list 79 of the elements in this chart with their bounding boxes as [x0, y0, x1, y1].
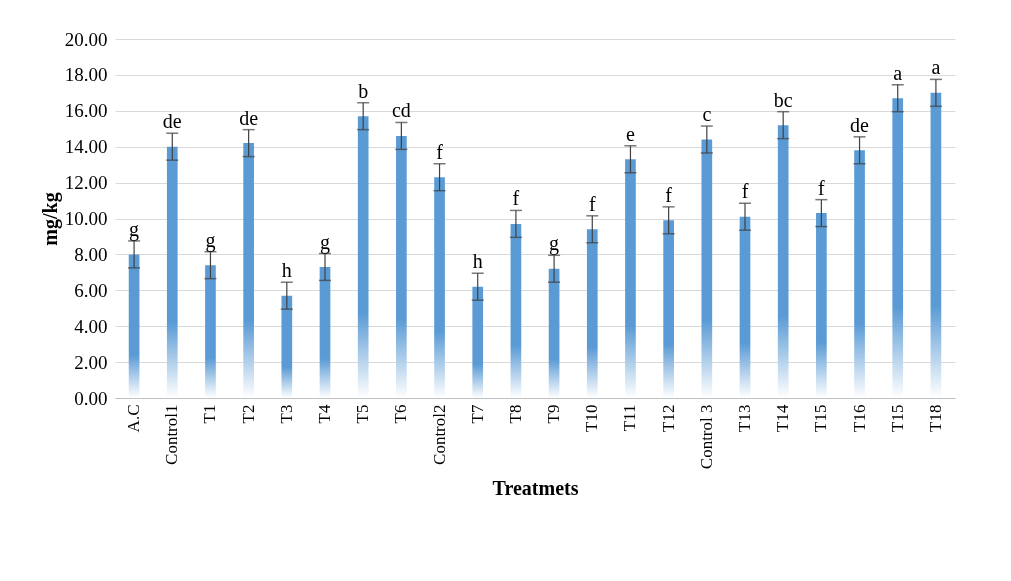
bar [472, 286, 484, 398]
bar [205, 265, 216, 398]
x-tick-label: Control1 [162, 404, 182, 465]
data-label: bc [773, 88, 793, 111]
bar [128, 254, 140, 398]
bar [701, 139, 713, 398]
data-label: g [320, 230, 330, 254]
x-tick-label: A.C [124, 404, 144, 433]
x-tick-label: T11 [620, 404, 640, 432]
x-tick-label: T13 [735, 404, 754, 432]
x-tick-label: T2 [238, 404, 258, 424]
y-tick-label: 2.00 [74, 351, 108, 373]
x-tick-label: Control 3 [696, 404, 716, 470]
bar [663, 220, 674, 398]
y-tick-label: 14.00 [64, 136, 108, 158]
x-tick-label: T7 [467, 404, 487, 424]
data-label: f [588, 192, 596, 215]
y-tick-label: 0.00 [74, 387, 108, 409]
bar [243, 143, 254, 398]
data-label: g [549, 232, 560, 256]
x-tick-label: T1 [200, 404, 220, 424]
data-label: f [818, 176, 826, 199]
data-label: f [436, 140, 444, 163]
bar [166, 146, 178, 398]
data-label: f [512, 187, 520, 210]
x-tick-label: T15 [887, 404, 907, 432]
bar [892, 98, 904, 398]
x-tick-label: T16 [849, 404, 869, 432]
bar [625, 159, 636, 398]
data-label: g [129, 217, 140, 241]
bar [434, 177, 445, 398]
data-label: c [702, 103, 712, 126]
y-tick-label: 20.00 [64, 28, 108, 50]
bar [816, 213, 827, 398]
data-label: cd [391, 99, 411, 122]
x-tick-label: T8 [505, 404, 525, 424]
y-tick-label: 6.00 [74, 279, 108, 301]
bar [548, 268, 560, 398]
y-tick-label: 16.00 [64, 100, 108, 122]
x-tick-label: T14 [773, 404, 793, 432]
data-label: f [665, 183, 673, 206]
bar [586, 229, 598, 398]
data-label: b [358, 79, 369, 102]
bar [319, 266, 331, 398]
x-tick-label: T10 [582, 404, 602, 432]
data-label: f [741, 180, 749, 203]
y-tick-label: 12.00 [64, 172, 108, 194]
y-tick-label: 18.00 [64, 64, 108, 86]
bar [357, 116, 369, 398]
y-tick-label: 10.00 [64, 208, 108, 229]
data-label: de [239, 106, 259, 129]
x-tick-label: Control2 [429, 404, 449, 465]
data-label: a [931, 56, 941, 79]
x-tick-label: T18 [925, 404, 945, 432]
bar [510, 223, 522, 398]
data-label: g [205, 228, 216, 252]
data-label: de [850, 113, 870, 136]
data-label: a [893, 61, 903, 84]
x-tick-label: T3 [276, 404, 296, 424]
bar [281, 295, 293, 398]
bar [396, 135, 407, 398]
y-tick-label: 4.00 [74, 315, 108, 337]
data-label: de [162, 110, 182, 133]
x-axis-title: Treatmets [492, 477, 579, 500]
bar [854, 150, 865, 398]
bar [777, 125, 789, 398]
x-tick-label: T12 [658, 404, 678, 432]
x-tick-label: T15 [811, 404, 831, 432]
data-label: h [472, 250, 483, 273]
x-tick-label: T6 [391, 404, 411, 424]
data-label: e [626, 122, 636, 145]
bar [930, 92, 942, 398]
y-axis-title: mg/kg [38, 192, 62, 246]
bar [739, 216, 751, 398]
x-tick-label: T9 [544, 404, 564, 424]
y-tick-label: 8.00 [74, 243, 108, 265]
x-tick-label: T5 [353, 404, 373, 424]
data-label: h [281, 259, 292, 282]
x-tick-label: T4 [315, 404, 334, 424]
